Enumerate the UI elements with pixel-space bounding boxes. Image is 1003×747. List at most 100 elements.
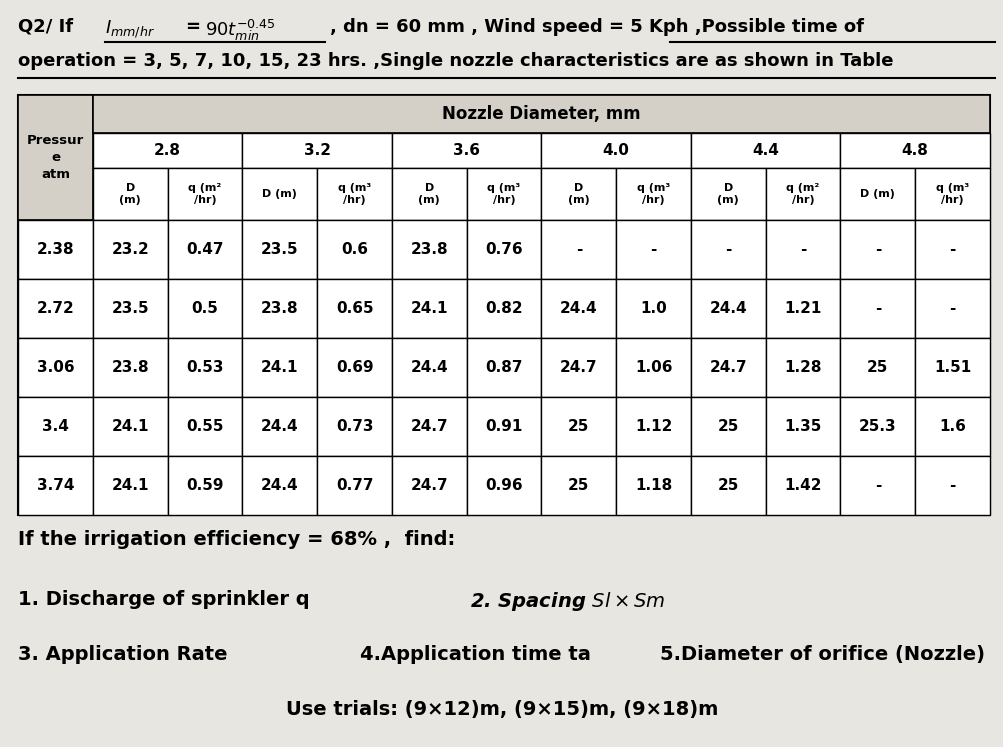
Text: 0.82: 0.82 <box>484 301 523 316</box>
Text: 1.12: 1.12 <box>634 419 672 434</box>
Text: 24.7: 24.7 <box>410 478 447 493</box>
Text: -: - <box>949 242 955 257</box>
Text: Nozzle Diameter, mm: Nozzle Diameter, mm <box>441 105 640 123</box>
Text: 0.76: 0.76 <box>484 242 523 257</box>
Text: 1.0: 1.0 <box>640 301 666 316</box>
Text: 25.3: 25.3 <box>859 419 896 434</box>
Bar <box>690 168 765 220</box>
Text: 25: 25 <box>717 478 738 493</box>
Text: 1.51: 1.51 <box>933 360 970 375</box>
Text: 24.7: 24.7 <box>410 419 447 434</box>
Text: D
(m): D (m) <box>119 183 141 205</box>
Text: D
(m): D (m) <box>568 183 589 205</box>
Text: 23.5: 23.5 <box>261 242 298 257</box>
Text: -: - <box>949 478 955 493</box>
Bar <box>616 456 690 515</box>
Bar <box>317 220 391 279</box>
Text: D (m): D (m) <box>262 189 297 199</box>
Text: Pressur
e
atm: Pressur e atm <box>27 134 84 181</box>
Text: 1. Discharge of sprinkler q: 1. Discharge of sprinkler q <box>18 590 309 609</box>
Text: If the irrigation efficiency = 68% ,  find:: If the irrigation efficiency = 68% , fin… <box>18 530 454 549</box>
Bar <box>840 338 915 397</box>
Bar <box>541 397 616 456</box>
Text: operation = 3, 5, 7, 10, 15, 23 hrs. ,Single nozzle characteristics are as shown: operation = 3, 5, 7, 10, 15, 23 hrs. ,Si… <box>18 52 893 70</box>
Bar <box>765 338 840 397</box>
Text: 0.55: 0.55 <box>187 419 224 434</box>
Bar <box>840 456 915 515</box>
Bar <box>243 279 317 338</box>
Bar <box>391 338 466 397</box>
Text: 1.06: 1.06 <box>634 360 672 375</box>
Bar <box>466 279 541 338</box>
Bar <box>391 133 541 168</box>
Text: 1.28: 1.28 <box>783 360 821 375</box>
Text: 4.0: 4.0 <box>602 143 629 158</box>
Bar <box>616 279 690 338</box>
Text: 4.8: 4.8 <box>901 143 928 158</box>
Bar <box>93 338 168 397</box>
Text: 24.1: 24.1 <box>111 419 149 434</box>
Bar <box>466 456 541 515</box>
Text: -: - <box>874 242 881 257</box>
Bar <box>765 168 840 220</box>
Bar <box>765 397 840 456</box>
Text: 0.73: 0.73 <box>336 419 373 434</box>
Text: =: = <box>185 18 200 36</box>
Bar <box>243 133 391 168</box>
Text: 0.59: 0.59 <box>187 478 224 493</box>
Bar <box>840 168 915 220</box>
Text: -: - <box>799 242 805 257</box>
Bar <box>93 397 168 456</box>
Bar <box>616 168 690 220</box>
Bar <box>18 338 93 397</box>
Bar <box>391 279 466 338</box>
Text: 0.96: 0.96 <box>484 478 523 493</box>
Bar <box>690 338 765 397</box>
Text: q (m²
/hr): q (m² /hr) <box>189 183 222 205</box>
Text: 2. Spacing $Sl \times Sm$: 2. Spacing $Sl \times Sm$ <box>469 590 665 613</box>
Bar <box>168 456 243 515</box>
Bar <box>317 279 391 338</box>
Text: 3. Application Rate: 3. Application Rate <box>18 645 228 664</box>
Bar <box>541 456 616 515</box>
Bar <box>243 168 317 220</box>
Text: -: - <box>724 242 731 257</box>
Bar <box>616 397 690 456</box>
Text: 0.69: 0.69 <box>335 360 373 375</box>
Bar <box>18 397 93 456</box>
Text: 23.2: 23.2 <box>111 242 149 257</box>
Text: 2.72: 2.72 <box>36 301 74 316</box>
Bar <box>466 168 541 220</box>
Bar <box>93 220 168 279</box>
Bar <box>541 168 616 220</box>
Bar <box>915 397 989 456</box>
Bar <box>840 220 915 279</box>
Text: 4.Application time ta: 4.Application time ta <box>360 645 591 664</box>
Text: 23.8: 23.8 <box>261 301 298 316</box>
Bar <box>690 456 765 515</box>
Text: 1.21: 1.21 <box>783 301 821 316</box>
Bar <box>93 168 168 220</box>
Bar <box>18 95 93 220</box>
Bar <box>541 279 616 338</box>
Text: 1.42: 1.42 <box>783 478 821 493</box>
Text: 23.5: 23.5 <box>111 301 149 316</box>
Bar <box>541 133 690 168</box>
Text: 25: 25 <box>568 419 589 434</box>
Text: 0.47: 0.47 <box>187 242 224 257</box>
Text: 24.4: 24.4 <box>261 419 298 434</box>
Bar <box>690 133 840 168</box>
Bar <box>168 168 243 220</box>
Bar <box>93 279 168 338</box>
Bar <box>317 456 391 515</box>
Bar <box>765 220 840 279</box>
Text: 23.8: 23.8 <box>410 242 447 257</box>
Text: 24.4: 24.4 <box>410 360 447 375</box>
Text: 3.4: 3.4 <box>42 419 69 434</box>
Text: 4.4: 4.4 <box>751 143 778 158</box>
Text: 23.8: 23.8 <box>111 360 149 375</box>
Bar <box>690 397 765 456</box>
Text: q (m³
/hr): q (m³ /hr) <box>636 183 670 205</box>
Text: 0.65: 0.65 <box>335 301 373 316</box>
Bar <box>243 338 317 397</box>
